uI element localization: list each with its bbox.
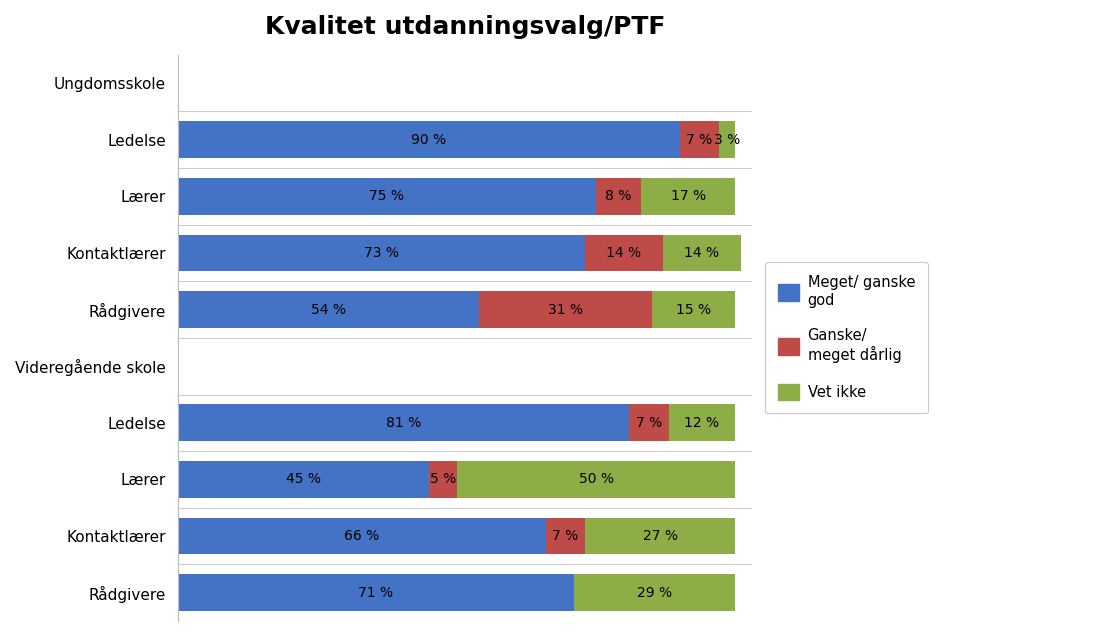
Bar [630,404,669,441]
Text: 54 %: 54 % [311,303,346,317]
Bar [178,178,597,215]
Text: 29 %: 29 % [637,586,672,600]
Bar [178,291,479,328]
Bar [719,121,736,158]
Text: 50 %: 50 % [579,473,613,487]
Text: 7 %: 7 % [686,133,712,147]
Bar [669,404,736,441]
Text: 8 %: 8 % [605,190,631,204]
Bar [456,461,736,498]
Bar [584,518,736,555]
Text: 45 %: 45 % [286,473,321,487]
Bar [178,121,680,158]
Text: 7 %: 7 % [636,416,662,430]
Bar [479,291,652,328]
Text: 66 %: 66 % [344,529,380,543]
Bar [584,235,663,272]
Bar [178,235,584,272]
Bar [641,178,736,215]
Bar [597,178,641,215]
Title: Kvalitet utdanningsvalg/PTF: Kvalitet utdanningsvalg/PTF [265,15,666,39]
Text: 71 %: 71 % [358,586,393,600]
Text: 14 %: 14 % [684,246,720,260]
Text: 5 %: 5 % [430,473,455,487]
Bar [545,518,584,555]
Text: 3 %: 3 % [715,133,740,147]
Text: 73 %: 73 % [364,246,398,260]
Text: 90 %: 90 % [411,133,446,147]
Bar [429,461,456,498]
Bar [178,518,545,555]
Text: 12 %: 12 % [684,416,720,430]
Legend: Meget/ ganske
god, Ganske/
meget dårlig, Vet ikke: Meget/ ganske god, Ganske/ meget dårlig,… [766,262,928,413]
Bar [573,574,736,611]
Text: 81 %: 81 % [386,416,421,430]
Bar [663,235,741,272]
Bar [178,461,429,498]
Text: 75 %: 75 % [370,190,404,204]
Bar [652,291,736,328]
Text: 27 %: 27 % [642,529,678,543]
Text: 31 %: 31 % [548,303,583,317]
Bar [178,574,573,611]
Text: 15 %: 15 % [676,303,711,317]
Text: 17 %: 17 % [670,190,706,204]
Bar [178,404,630,441]
Bar [680,121,719,158]
Text: 7 %: 7 % [552,529,579,543]
Text: 14 %: 14 % [607,246,641,260]
